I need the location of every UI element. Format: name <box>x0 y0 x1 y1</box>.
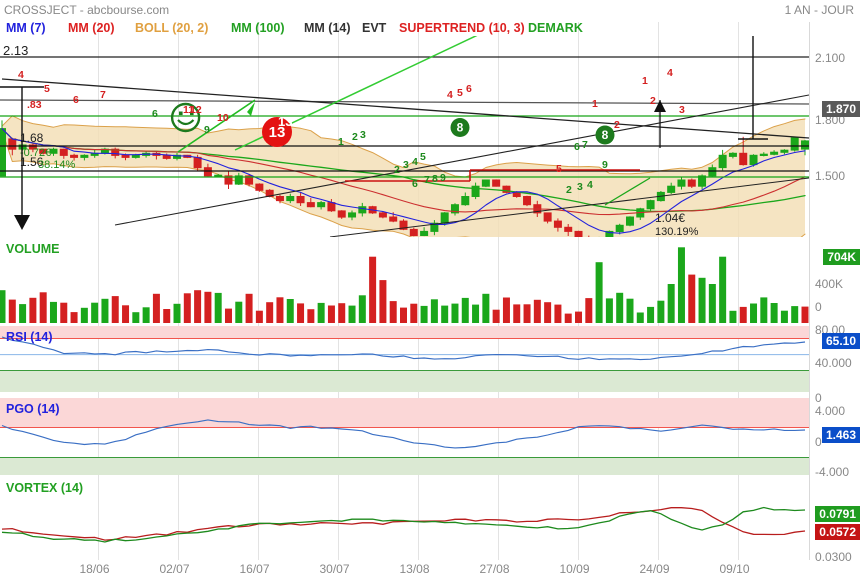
svg-text:2: 2 <box>650 95 656 107</box>
svg-text:9: 9 <box>602 159 608 171</box>
svg-text:5: 5 <box>44 83 50 95</box>
svg-text:6: 6 <box>412 178 418 190</box>
svg-text:7: 7 <box>424 174 430 186</box>
svg-text:.83: .83 <box>27 99 42 111</box>
svg-text:2: 2 <box>566 184 572 196</box>
svg-text:13: 13 <box>278 114 292 129</box>
svg-text:6: 6 <box>152 108 158 120</box>
svg-text:10: 10 <box>217 112 229 124</box>
svg-text:5: 5 <box>556 163 562 175</box>
svg-text:8: 8 <box>432 173 438 185</box>
svg-text:1: 1 <box>338 136 344 148</box>
svg-text:6: 6 <box>574 141 580 153</box>
svg-text:7: 7 <box>582 139 588 151</box>
svg-text:5: 5 <box>420 151 426 163</box>
svg-text:9: 9 <box>440 172 446 184</box>
svg-text:1: 1 <box>642 75 648 87</box>
svg-text:4: 4 <box>412 156 418 168</box>
svg-text:6: 6 <box>73 94 79 106</box>
svg-text:7: 7 <box>100 89 106 101</box>
svg-text:12: 12 <box>190 104 202 116</box>
svg-text:3: 3 <box>577 181 583 193</box>
svg-text:2: 2 <box>352 131 358 143</box>
svg-text:2.13: 2.13 <box>3 43 28 58</box>
svg-text:3: 3 <box>360 129 366 141</box>
svg-text:3: 3 <box>679 104 685 116</box>
svg-text:130.19%: 130.19% <box>655 226 699 237</box>
svg-text:4: 4 <box>18 69 24 81</box>
svg-text:1.04€: 1.04€ <box>655 211 685 225</box>
svg-text:5: 5 <box>457 87 463 99</box>
svg-text:4: 4 <box>667 67 673 79</box>
svg-text:6: 6 <box>466 83 472 95</box>
svg-text:8: 8 <box>457 121 464 135</box>
svg-text:2: 2 <box>394 164 400 176</box>
svg-text:38.14%: 38.14% <box>38 159 76 171</box>
svg-text:1.68: 1.68 <box>20 131 44 145</box>
svg-text:8: 8 <box>602 128 609 142</box>
svg-text:1: 1 <box>592 98 598 110</box>
svg-text:4: 4 <box>587 179 593 191</box>
svg-text:3: 3 <box>403 159 409 171</box>
svg-text:9: 9 <box>204 124 210 136</box>
svg-text:2: 2 <box>614 119 620 131</box>
svg-text:4: 4 <box>447 89 453 101</box>
